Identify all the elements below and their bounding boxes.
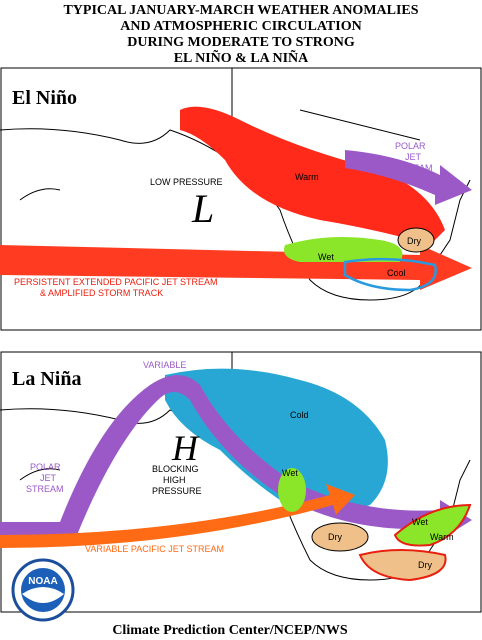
polar-jet-label: STREAM: [395, 163, 433, 173]
blocking-label: PRESSURE: [152, 486, 202, 496]
panel-label: La Niña: [12, 368, 81, 390]
low-symbol: L: [191, 186, 214, 231]
la-nina-panel: La Niña VARIABLE Cold H BLOCKING HIGH PR…: [0, 351, 482, 613]
pacific-jet-arrow: [0, 484, 355, 548]
logo-bird: [22, 587, 64, 603]
wet-east-label: Wet: [412, 517, 428, 527]
title-line: DURING MODERATE TO STRONG: [127, 35, 355, 50]
polar-jet-arrow: [0, 375, 472, 540]
polar-jet-label: POLAR: [395, 141, 426, 151]
cool-label: Cool: [387, 268, 406, 278]
wet-west-region: [278, 468, 306, 512]
polar-jet-label: JET: [40, 473, 57, 483]
dry-west-region: [311, 522, 369, 552]
title-line: TYPICAL JANUARY-MARCH WEATHER ANOMALIES: [63, 3, 418, 18]
cold-label: Cold: [290, 410, 309, 420]
wet-label: Wet: [318, 252, 334, 262]
low-pressure-label: LOW PRESSURE: [150, 177, 223, 187]
title-line: AND ATMOSPHERIC CIRCULATION: [120, 19, 361, 34]
high-symbol: H: [171, 428, 200, 468]
panel-label: El Niño: [12, 87, 77, 109]
pacific-jet-label: & AMPLIFIED STORM TRACK: [40, 288, 163, 298]
cool-region: [343, 257, 437, 292]
cold-region: [165, 368, 388, 512]
logo-text: NOAA: [28, 576, 57, 587]
el-nino-panel: El Niño LOW PRESSURE L Warm POLAR JET ST…: [0, 67, 482, 331]
dry-region: [397, 227, 435, 253]
polar-jet-label: POLAR: [30, 462, 61, 472]
noaa-logo: NOAA: [11, 558, 75, 622]
polar-jet-label: STREAM: [26, 484, 64, 494]
wet-east-region: [393, 503, 472, 547]
pacific-jet-label: PERSISTENT EXTENDED PACIFIC JET STREAM: [14, 277, 218, 287]
blocking-label: HIGH: [163, 475, 186, 485]
warm-label: Warm: [295, 172, 319, 182]
polar-jet-arrow: [345, 150, 472, 205]
warm-label: Warm: [430, 532, 454, 542]
dry-east-region: [358, 549, 447, 582]
dry-east-label: Dry: [418, 560, 432, 570]
wet-region: [284, 236, 403, 262]
credit: Climate Prediction Center/NCEP/NWS: [112, 623, 348, 638]
dry-west-label: Dry: [328, 532, 342, 542]
wet-west-label: Wet: [282, 468, 298, 478]
dry-label: Dry: [407, 236, 421, 246]
title-line: EL NIÑO & LA NIÑA: [174, 48, 309, 66]
polar-jet-label: JET: [405, 152, 422, 162]
variable-label: VARIABLE: [143, 360, 186, 370]
warm-region: [180, 106, 445, 246]
blocking-label: BLOCKING: [152, 464, 199, 474]
pacific-jet-label: VARIABLE PACIFIC JET STREAM: [85, 544, 224, 554]
title: TYPICAL JANUARY-MARCH WEATHER ANOMALIES …: [63, 3, 418, 66]
